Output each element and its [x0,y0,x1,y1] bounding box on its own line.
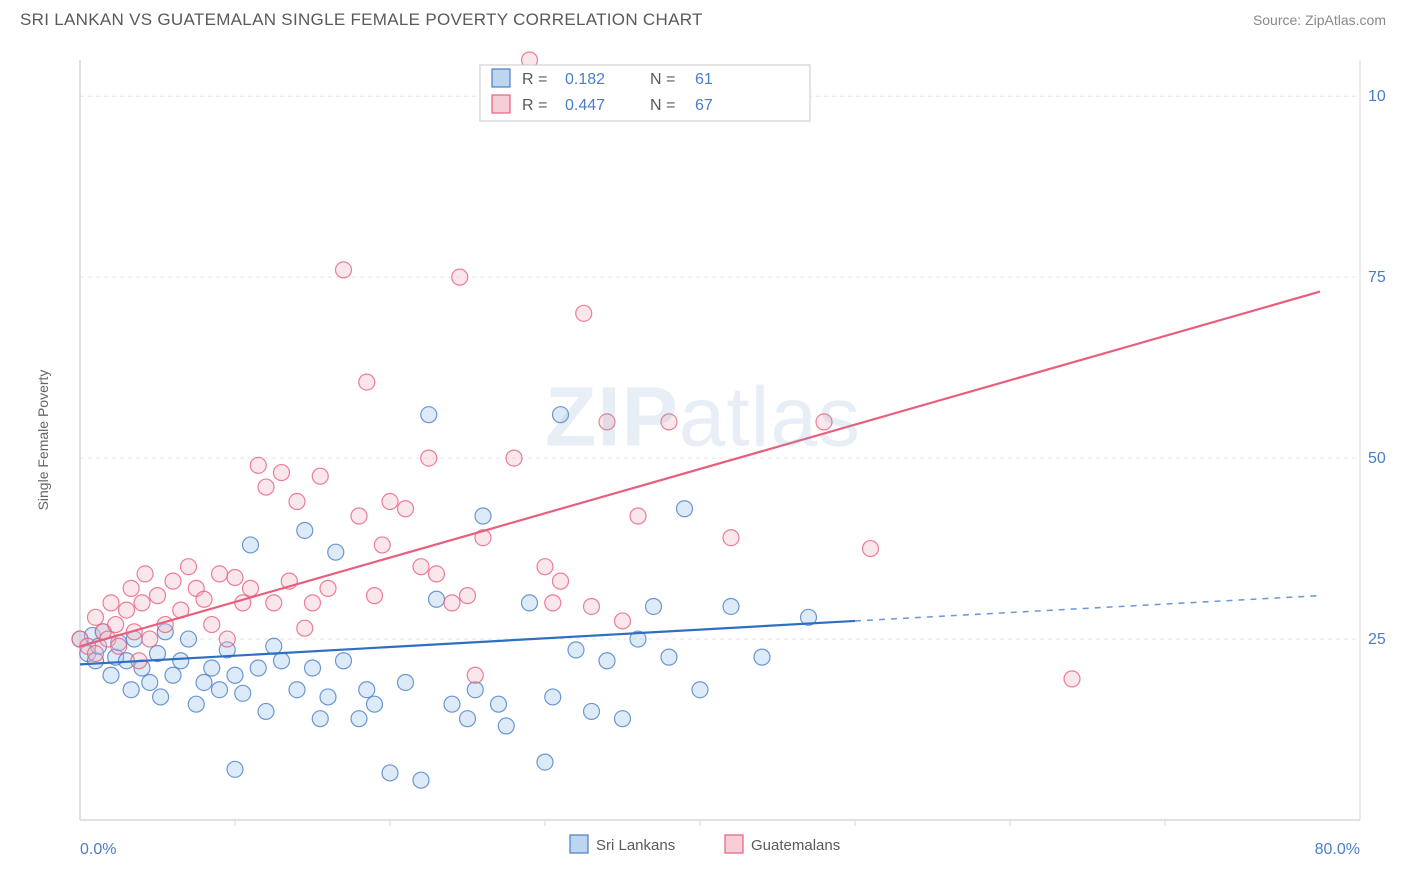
header: SRI LANKAN VS GUATEMALAN SINGLE FEMALE P… [0,0,1406,38]
scatter-chart: 0.0% 80.0% 25.0% 50.0% 75.0% 100.0% Single Fem… [20,40,1386,860]
svg-text:0.447: 0.447 [565,97,605,114]
chart-container: 0.0% 80.0% 25.0% 50.0% 75.0% 100.0% Single Fem… [20,40,1386,860]
svg-text:Sri Lankans: Sri Lankans [596,837,675,854]
svg-text:100.0%: 100.0% [1368,88,1386,105]
svg-text:25.0%: 25.0% [1368,631,1386,648]
svg-text:N =: N = [650,97,675,114]
svg-text:80.0%: 80.0% [1315,841,1360,858]
svg-text:67: 67 [695,97,713,114]
svg-text:0.0%: 0.0% [80,841,116,858]
source-label: Source: ZipAtlas.com [1253,12,1386,28]
svg-text:Guatemalans: Guatemalans [751,837,840,854]
svg-text:0.182: 0.182 [565,71,605,88]
svg-text:61: 61 [695,71,713,88]
svg-text:N =: N = [650,71,675,88]
svg-text:Single Female Poverty: Single Female Poverty [35,370,51,511]
svg-text:R =: R = [522,97,547,114]
chart-title: SRI LANKAN VS GUATEMALAN SINGLE FEMALE P… [20,10,703,30]
svg-text:50.0%: 50.0% [1368,450,1386,467]
svg-text:R =: R = [522,71,547,88]
svg-text:75.0%: 75.0% [1368,269,1386,286]
